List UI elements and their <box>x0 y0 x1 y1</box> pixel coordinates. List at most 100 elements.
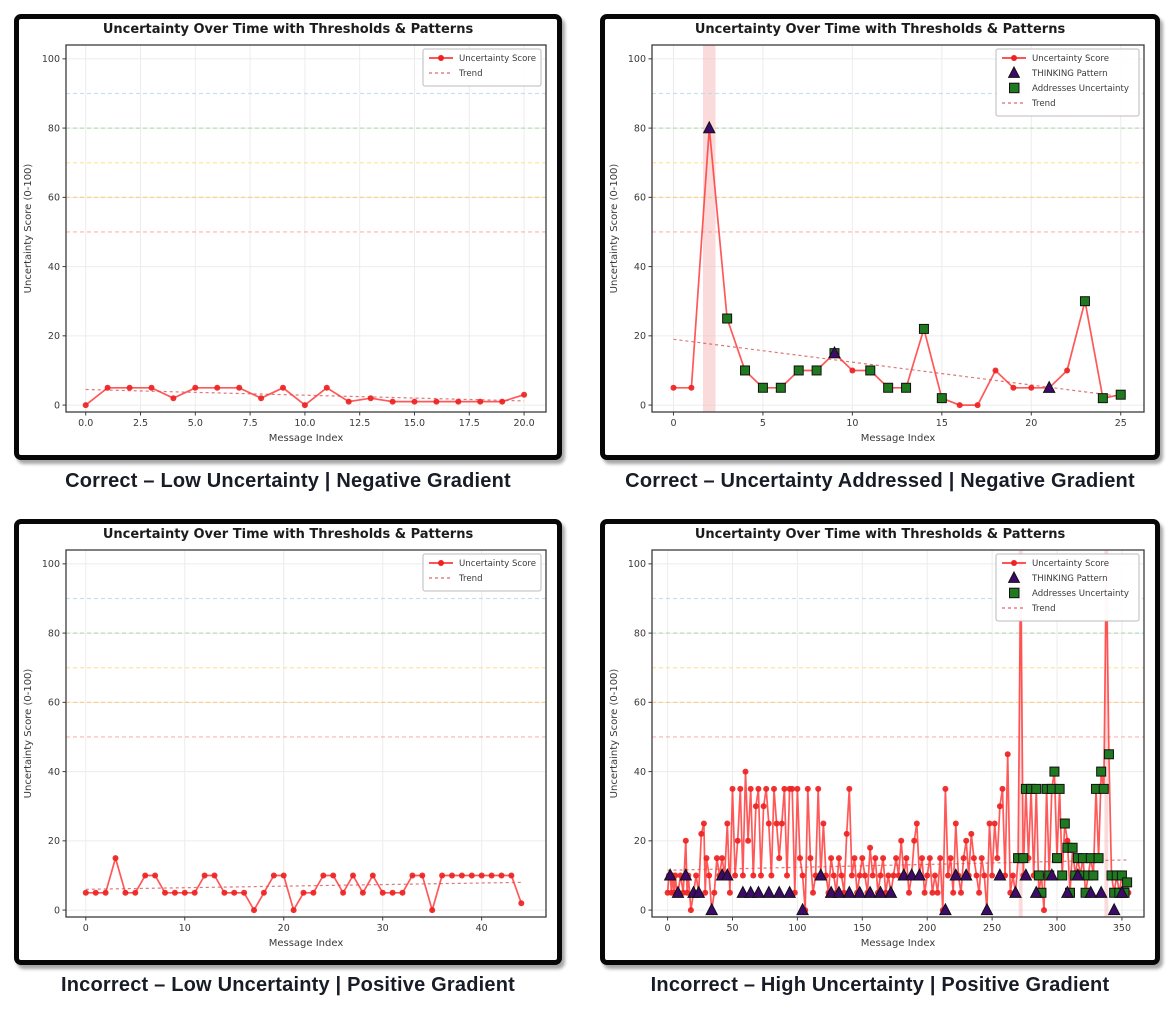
thinking-marker <box>842 885 856 898</box>
data-point <box>991 820 998 827</box>
panel-caption: Incorrect – Low Uncertainty | Positive G… <box>61 974 515 996</box>
data-point <box>703 855 710 862</box>
plot-border <box>651 549 1145 918</box>
data-point <box>726 889 733 896</box>
highlight-band <box>1018 550 1023 917</box>
panel-caption: Correct – Uncertainty Addressed | Negati… <box>625 470 1135 492</box>
thinking-marker <box>938 902 952 916</box>
data-point <box>687 907 694 914</box>
data-point <box>301 402 308 409</box>
data-point <box>310 889 317 896</box>
thinking-marker <box>814 868 828 881</box>
data-point <box>950 889 957 896</box>
data-point <box>201 872 208 879</box>
svg-text:Uncertainty Score: Uncertainty Score <box>1032 54 1109 64</box>
svg-text:100: 100 <box>628 559 646 570</box>
highlight-band <box>1104 550 1109 917</box>
data-point <box>752 803 759 810</box>
data-point <box>828 855 835 862</box>
svg-text:Uncertainty Score (0-100): Uncertainty Score (0-100) <box>23 164 34 294</box>
data-point <box>1064 367 1071 374</box>
data-point <box>771 785 777 792</box>
svg-text:100: 100 <box>42 54 60 65</box>
svg-text:0.0: 0.0 <box>78 418 93 429</box>
addresses-marker <box>811 365 822 376</box>
thinking-marker <box>874 885 887 898</box>
svg-text:80: 80 <box>634 628 646 639</box>
chart-panel-correct-low: Uncertainty Over Time with Thresholds & … <box>14 14 562 460</box>
addresses-marker <box>1079 296 1090 307</box>
trend-line <box>85 881 522 890</box>
data-point <box>745 837 752 844</box>
svg-text:Addresses Uncertainty: Addresses Uncertainty <box>1032 84 1129 94</box>
thinking-marker <box>905 868 919 881</box>
data-point <box>768 872 775 879</box>
thinking-marker <box>912 868 926 881</box>
data-point <box>970 855 977 862</box>
data-point <box>112 855 119 862</box>
addresses-marker <box>1088 870 1099 881</box>
data-point <box>241 889 248 896</box>
svg-text:Trend: Trend <box>1031 604 1056 614</box>
data-point <box>330 872 337 879</box>
thinking-marker <box>1115 885 1129 898</box>
thinking-marker <box>671 885 685 898</box>
data-point <box>214 384 221 391</box>
data-point <box>706 872 713 879</box>
data-point <box>848 872 855 879</box>
addresses-marker <box>901 382 912 393</box>
thinking-marker <box>897 868 911 881</box>
addresses-marker <box>1098 783 1109 794</box>
svg-text:12.5: 12.5 <box>349 418 370 429</box>
data-point <box>885 872 892 879</box>
data-point <box>820 820 827 827</box>
uncertainty-chart: 0.0 2.5 5.0 7.5 10.0 12.5 15.0 17.5 20.0 0 20 40 60 8… <box>23 44 547 444</box>
thinking-marker <box>1029 885 1043 898</box>
svg-text:60: 60 <box>634 193 646 204</box>
data-point <box>170 395 177 402</box>
thinking-marker <box>705 902 719 916</box>
data-point <box>880 855 887 862</box>
data-point <box>1010 384 1017 391</box>
data-point <box>1064 837 1071 844</box>
data-point <box>192 384 199 391</box>
svg-text:0: 0 <box>670 418 676 429</box>
svg-text:200: 200 <box>918 923 936 934</box>
svg-text:10: 10 <box>179 923 191 934</box>
data-point <box>221 889 228 896</box>
thinking-marker <box>824 885 838 898</box>
data-point <box>872 855 879 862</box>
svg-text:Trend: Trend <box>458 574 483 584</box>
data-point <box>945 872 951 879</box>
data-point <box>433 398 440 405</box>
data-point <box>92 889 99 896</box>
data-point <box>859 855 866 862</box>
svg-text:100: 100 <box>42 559 60 570</box>
data-point <box>102 889 109 896</box>
svg-text:20: 20 <box>48 331 60 342</box>
data-point <box>82 889 89 896</box>
thinking-marker <box>1094 885 1108 898</box>
data-point <box>231 889 238 896</box>
data-point <box>747 785 754 792</box>
data-point <box>781 785 788 792</box>
addresses-marker <box>883 382 894 393</box>
data-point <box>518 900 525 907</box>
data-point <box>455 398 462 405</box>
addresses-marker <box>1057 870 1068 881</box>
data-point <box>1004 751 1011 758</box>
data-point <box>389 398 396 405</box>
data-point <box>449 872 455 879</box>
data-point <box>924 872 931 879</box>
data-point <box>359 889 366 896</box>
chart-title: Uncertainty Over Time with Thresholds & … <box>694 527 1066 542</box>
thinking-marker <box>832 885 846 898</box>
data-point <box>906 889 912 896</box>
data-point <box>171 889 178 896</box>
data-point <box>251 907 257 914</box>
thinking-marker <box>663 868 677 881</box>
thinking-marker <box>1019 868 1033 881</box>
svg-text:80: 80 <box>634 123 646 134</box>
data-point <box>688 384 695 391</box>
thinking-marker <box>679 868 693 881</box>
